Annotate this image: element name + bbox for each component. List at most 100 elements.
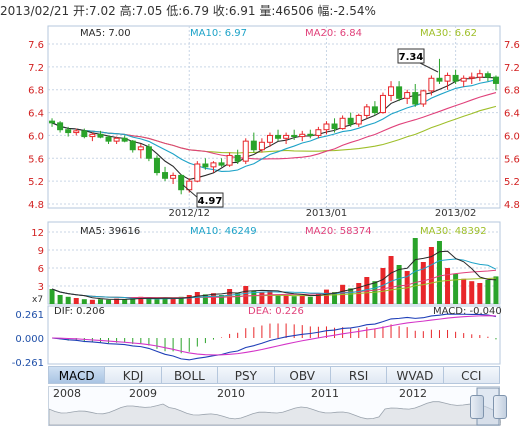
ma20-line [51, 92, 497, 160]
candle [412, 84, 419, 107]
macd-dea-label: DEA: 0.226 [248, 306, 304, 317]
stock-chart[interactable]: 7.6 7.2 6.8 6.4 6.0 5.6 5.2 4.8 7.6 7.2 6.8 6.4 6.0… [0, 22, 526, 366]
tab-kdj[interactable]: KDJ [105, 366, 162, 384]
price-y-axis-left: 7.6 7.2 6.8 6.4 6.0 5.6 5.2 4.8 [28, 40, 44, 211]
quote-header: 2013/02/21 开:7.02 高:7.05 低:6.79 收:6.91 量… [0, 0, 526, 22]
macd-tick: 0.261 [15, 310, 44, 321]
candle-body [266, 134, 273, 143]
volume-bar [97, 299, 103, 304]
vol-legend-ma10: MA10: 46249 [190, 226, 257, 237]
candle-body [299, 133, 306, 138]
candle-body [444, 74, 451, 82]
candle-body [315, 129, 322, 136]
volume-bar [267, 290, 273, 304]
candle-body [162, 172, 169, 179]
candle-body [97, 133, 104, 138]
price-tick-right: 6.8 [504, 86, 520, 97]
tab-obv[interactable]: OBV [274, 366, 331, 384]
candle-body [388, 86, 395, 96]
candle [65, 126, 72, 137]
time-navigator[interactable]: 2008 2009 2010 2011 2012 [48, 386, 507, 426]
quote-high: 高:7.05 [119, 4, 163, 18]
tab-cci[interactable]: CCI [443, 366, 500, 384]
candle [363, 104, 370, 119]
candle [371, 101, 378, 116]
candle-body [436, 77, 443, 82]
candle [250, 132, 257, 153]
tab-boll[interactable]: BOLL [161, 366, 219, 384]
vol-legend-ma30: MA30: 48392 [420, 226, 487, 237]
candle [476, 69, 483, 82]
tab-macd[interactable]: MACD [48, 366, 106, 384]
volume-bar [73, 298, 79, 304]
candle-body [428, 77, 435, 92]
volume-bar [138, 296, 144, 304]
navigator-sparkline [49, 387, 501, 426]
volume-bar [178, 296, 184, 304]
candle-body [137, 146, 144, 151]
price-panel-frame [47, 25, 501, 209]
max-price-label: 7.34 [399, 52, 424, 63]
candle [291, 129, 298, 140]
tab-psy[interactable]: PSY [218, 366, 275, 384]
legend-ma10: MA10: 6.97 [190, 28, 247, 39]
volume-bar [89, 299, 95, 304]
candle [89, 132, 96, 142]
volume-bar [219, 295, 225, 304]
indicator-tabs: MACD KDJ BOLL PSY OBV RSI WVAD CCI [48, 366, 500, 384]
price-tick-right: 7.2 [504, 63, 520, 74]
legend-ma30: MA30: 6.62 [420, 28, 477, 39]
price-tick-left: 6.8 [28, 86, 44, 97]
volume-tick: 3 [38, 282, 44, 293]
volume-bar [186, 295, 192, 304]
candle [97, 130, 104, 139]
candle-body [371, 106, 378, 114]
candle [210, 161, 217, 173]
volume-ma5-line [51, 250, 496, 300]
macd-lines [51, 313, 497, 361]
candle-body [250, 140, 257, 151]
volume-bar [57, 295, 63, 304]
price-tick-left: 7.2 [28, 63, 44, 74]
candle-body [105, 136, 112, 142]
candle [170, 172, 177, 184]
candle [347, 112, 354, 127]
candle-body [89, 133, 96, 138]
candlesticks[interactable] [49, 58, 499, 195]
candle-body [178, 174, 185, 191]
candle [121, 135, 128, 143]
candle-body [186, 180, 193, 191]
volume-bars[interactable] [49, 238, 499, 304]
candle [283, 132, 290, 144]
volume-bar [146, 298, 152, 304]
volume-bar [154, 299, 160, 304]
candle-body [81, 130, 88, 138]
ma30-line [51, 105, 497, 154]
candle-body [121, 137, 128, 142]
volume-bar [323, 289, 329, 304]
navigator-left-handle[interactable] [470, 395, 484, 419]
candle-body [65, 129, 72, 134]
volume-bar [259, 292, 265, 304]
candle [331, 118, 338, 133]
price-tick-left: 5.2 [28, 177, 44, 188]
candle [105, 135, 112, 144]
candle-body [258, 141, 265, 151]
candle [162, 166, 169, 182]
legend-ma20: MA20: 6.84 [305, 28, 362, 39]
candle [484, 71, 491, 82]
candle-body [339, 117, 346, 130]
candle-body [242, 140, 249, 162]
candle [218, 158, 225, 167]
price-tick-left: 5.6 [28, 154, 44, 165]
volume-bar [428, 247, 434, 304]
tab-wvad[interactable]: WVAD [387, 366, 444, 384]
min-price-callout: 4.97 [182, 184, 224, 208]
candle [49, 118, 56, 127]
navigator-right-handle[interactable] [493, 395, 507, 419]
macd-tick: 0.000 [15, 334, 44, 345]
volume-bar [81, 299, 87, 304]
tab-rsi[interactable]: RSI [330, 366, 388, 384]
volume-bar [348, 288, 354, 304]
candle-body [460, 77, 467, 82]
